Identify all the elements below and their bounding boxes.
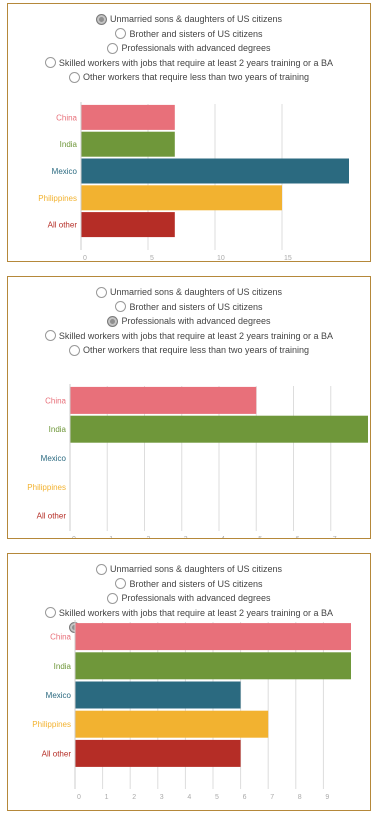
radio-icon[interactable] <box>107 42 119 54</box>
x-tick-label: 5 <box>215 794 219 801</box>
option-siblings[interactable]: Brother and sisters of US citizens <box>8 577 370 592</box>
option-label: Professionals with advanced degrees <box>121 593 271 604</box>
radio-icon[interactable] <box>115 578 127 590</box>
x-tick-label: 2 <box>147 536 151 538</box>
option-siblings[interactable]: Brother and sisters of US citizens <box>8 300 370 315</box>
bar-india <box>81 131 175 157</box>
radio-icon[interactable] <box>44 607 56 619</box>
option-unmarried-children[interactable]: Unmarried sons & daughters of US citizen… <box>8 562 370 577</box>
radio-icon[interactable] <box>115 301 127 313</box>
category-label: All other <box>37 512 67 521</box>
chart-panel-3: Unmarried sons & daughters of US citizen… <box>7 553 371 811</box>
option-list: Unmarried sons & daughters of US citizen… <box>8 285 370 358</box>
option-professionals[interactable]: Professionals with advanced degrees <box>8 314 370 329</box>
x-tick-label: 10 <box>217 255 225 261</box>
option-label: Unmarried sons & daughters of US citizen… <box>109 564 283 575</box>
option-label: Professionals with advanced degrees <box>121 316 271 327</box>
option-skilled-workers[interactable]: Skilled workers with jobs that require a… <box>8 56 370 71</box>
bar-chart: 0 5 10 15 China India Mexico Philippines All oth… <box>38 102 349 261</box>
chart-panel-1: Unmarried sons & daughters of US citizen… <box>7 3 371 262</box>
option-label: Professionals with advanced degrees <box>121 43 271 54</box>
option-label: Brother and sisters of US citizens <box>129 578 263 589</box>
category-label: China <box>56 113 77 122</box>
category-label: Mexico <box>46 691 72 700</box>
option-unmarried-children[interactable]: Unmarried sons & daughters of US citizen… <box>8 12 370 27</box>
option-label: Other workers that require less than two… <box>82 345 310 356</box>
bar-mexico <box>81 158 349 184</box>
bar-china <box>81 104 175 130</box>
radio-icon[interactable] <box>44 330 56 342</box>
category-label: China <box>50 633 71 642</box>
category-label: Philippines <box>27 483 66 492</box>
x-tick-label: 0 <box>83 255 87 261</box>
x-tick-label: 6 <box>296 536 300 538</box>
option-unmarried-children[interactable]: Unmarried sons & daughters of US citizen… <box>8 285 370 300</box>
category-label: Philippines <box>38 194 77 203</box>
option-label: Skilled workers with jobs that require a… <box>58 57 334 68</box>
bar-india <box>75 652 351 680</box>
radio-icon[interactable] <box>107 315 119 327</box>
x-tick-label: 0 <box>72 536 76 538</box>
option-label: Skilled workers with jobs that require a… <box>58 330 334 341</box>
bar-philippines <box>81 185 282 211</box>
category-label: India <box>54 662 72 671</box>
category-label: All other <box>48 221 78 230</box>
x-tick-label: 0 <box>77 794 81 801</box>
x-tick-label: 4 <box>221 536 225 538</box>
option-label: Other workers that require less than two… <box>82 72 310 83</box>
option-other-workers[interactable]: Other workers that require less than two… <box>8 70 370 85</box>
bar-all-other <box>75 739 241 767</box>
radio-icon[interactable] <box>95 563 107 575</box>
bar-china <box>75 623 351 651</box>
category-label: India <box>49 425 67 434</box>
option-label: Brother and sisters of US citizens <box>129 301 263 312</box>
radio-icon[interactable] <box>95 13 107 25</box>
radio-icon[interactable] <box>68 344 80 356</box>
category-label: Mexico <box>52 167 78 176</box>
bar-all-other <box>81 212 175 238</box>
radio-icon[interactable] <box>107 592 119 604</box>
bar-india <box>70 415 368 443</box>
chart-panel-2: Unmarried sons & daughters of US citizen… <box>7 276 371 539</box>
x-tick-label: 9 <box>325 794 329 801</box>
option-skilled-workers[interactable]: Skilled workers with jobs that require a… <box>8 329 370 344</box>
x-tick-label: 7 <box>333 536 337 538</box>
option-label: Unmarried sons & daughters of US citizen… <box>109 14 283 25</box>
x-tick-label: 6 <box>243 794 247 801</box>
option-label: Brother and sisters of US citizens <box>129 28 263 39</box>
option-label: Skilled workers with jobs that require a… <box>58 607 334 618</box>
option-other-workers[interactable]: Other workers that require less than two… <box>8 343 370 358</box>
bar-philippines <box>75 710 269 738</box>
radio-icon[interactable] <box>44 57 56 69</box>
option-professionals[interactable]: Professionals with advanced degrees <box>8 41 370 56</box>
radio-icon[interactable] <box>95 286 107 298</box>
category-label: All other <box>42 749 72 758</box>
x-tick-label: 8 <box>298 794 302 801</box>
x-tick-label: 1 <box>109 536 113 538</box>
option-professionals[interactable]: Professionals with advanced degrees <box>8 591 370 606</box>
bar-china <box>70 386 257 414</box>
category-label: Philippines <box>32 720 71 729</box>
x-tick-label: 5 <box>150 255 154 261</box>
category-label: China <box>45 396 66 405</box>
x-tick-label: 3 <box>160 794 164 801</box>
option-label: Unmarried sons & daughters of US citizen… <box>109 287 283 298</box>
category-label: India <box>60 140 78 149</box>
x-tick-label: 3 <box>184 536 188 538</box>
x-tick-label: 1 <box>105 794 109 801</box>
x-tick-label: 5 <box>258 536 262 538</box>
radio-icon[interactable] <box>115 28 127 40</box>
x-tick-label: 7 <box>270 794 274 801</box>
option-siblings[interactable]: Brother and sisters of US citizens <box>8 27 370 42</box>
x-tick-label: 4 <box>187 794 191 801</box>
x-tick-label: 15 <box>284 255 292 261</box>
option-skilled-workers[interactable]: Skilled workers with jobs that require a… <box>8 606 370 621</box>
option-list: Unmarried sons & daughters of US citizen… <box>8 12 370 85</box>
bar-chart: 0 1 2 3 4 5 6 7 China India Mexico Philippines All o… <box>27 384 368 538</box>
bar-mexico <box>75 681 241 709</box>
category-label: Mexico <box>41 454 67 463</box>
x-tick-label: 2 <box>132 794 136 801</box>
bar-chart: 0 1 2 3 4 5 6 7 8 9 China India Mexico Philippines All… <box>32 620 351 801</box>
radio-icon[interactable] <box>68 71 80 83</box>
